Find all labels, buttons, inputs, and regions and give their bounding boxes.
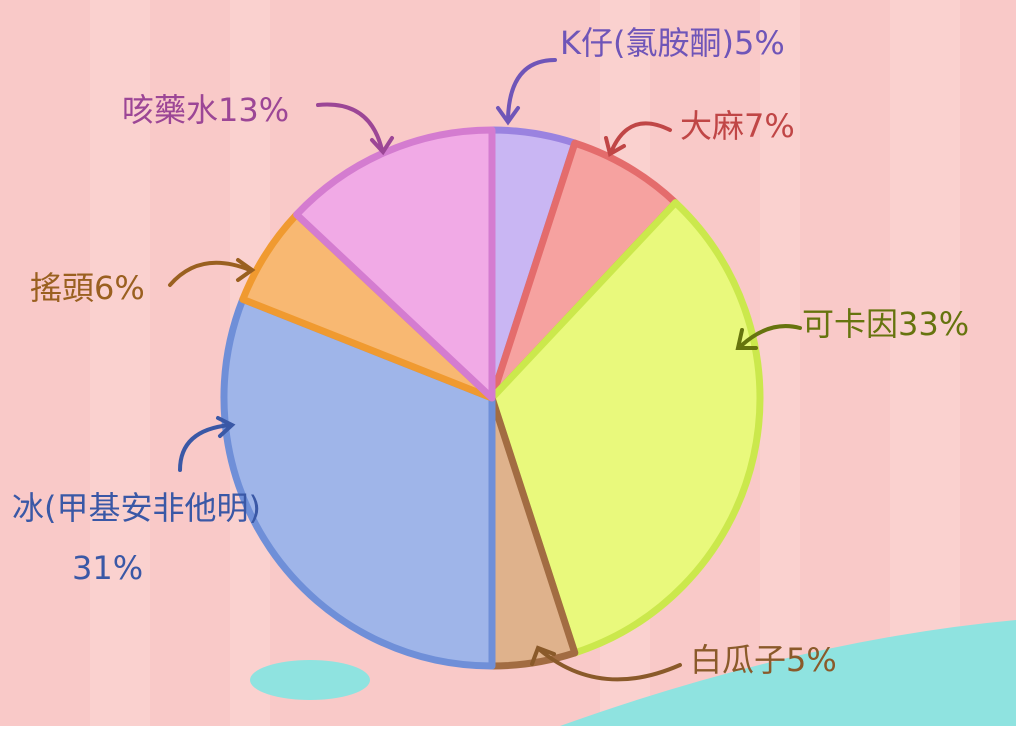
background-blob (250, 660, 370, 700)
slice-value-label: 33% (898, 305, 969, 343)
slice-label-group: 搖頭6% (30, 269, 145, 307)
slice-value-label: 6% (94, 269, 145, 307)
chart: K仔(氯胺酮)5%大麻7%可卡因33%白瓜子5%冰(甲基安非他明)31%搖頭6%… (0, 0, 1016, 726)
slice-label: 可卡因 (802, 305, 898, 343)
slice-label: 咳藥水 (122, 91, 218, 129)
slice-value-label: 13% (218, 91, 289, 129)
slice-label: 搖頭 (30, 269, 94, 307)
slice-label: 大麻 (680, 107, 744, 145)
slice-value-label: 5% (734, 24, 785, 62)
slice-label-group: 白瓜子5% (690, 641, 837, 679)
slice-value-label: 5% (786, 641, 837, 679)
slice-label: K仔(氯胺酮) (560, 24, 734, 62)
slice-label: 白瓜子 (690, 641, 786, 679)
slice-label-group: 咳藥水13% (122, 91, 289, 129)
slice-value-label: 7% (744, 107, 795, 145)
slice-label-group: 大麻7% (680, 107, 795, 145)
slice-label-group: 可卡因33% (802, 305, 969, 343)
pie (224, 130, 760, 666)
slice-value-label: 31% (72, 549, 143, 587)
slice-label: 冰(甲基安非他明) (12, 489, 261, 527)
slice-label-group: K仔(氯胺酮)5% (560, 24, 785, 62)
